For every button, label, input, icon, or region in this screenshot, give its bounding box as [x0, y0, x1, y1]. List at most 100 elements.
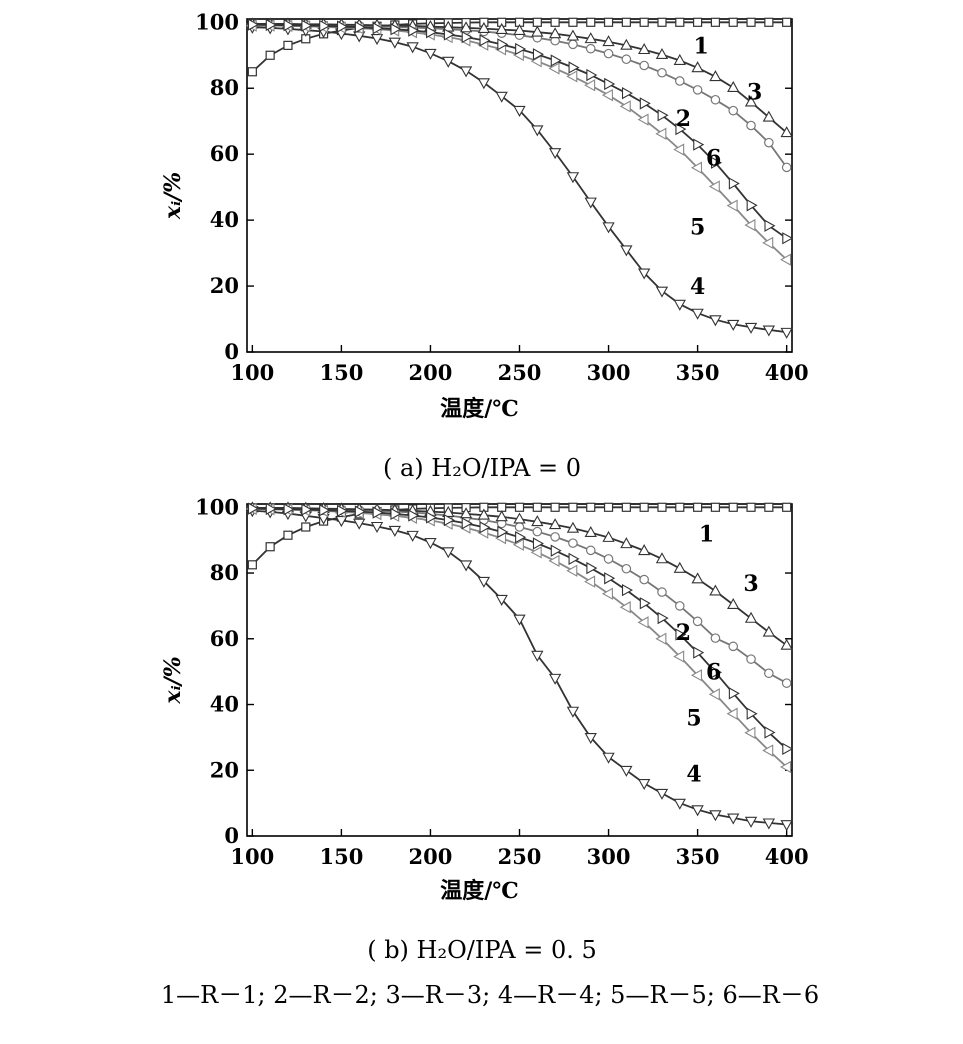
data-point-6 — [515, 531, 527, 544]
data-point-1 — [247, 560, 257, 570]
data-point-4 — [691, 308, 704, 320]
data-point-2 — [674, 76, 685, 86]
data-point-6 — [301, 503, 313, 516]
data-point-3 — [531, 515, 544, 527]
data-point-5 — [619, 601, 631, 614]
data-point-5 — [726, 707, 738, 720]
data-point-3 — [548, 518, 562, 530]
data-point-2 — [639, 574, 649, 585]
data-point-4 — [370, 521, 384, 533]
data-point-5 — [619, 100, 631, 113]
data-point-1 — [639, 17, 649, 27]
data-point-3 — [602, 35, 615, 47]
data-point-3 — [459, 507, 473, 519]
data-point-3 — [744, 95, 758, 107]
data-point-1 — [603, 17, 614, 27]
data-point-4 — [780, 820, 793, 832]
data-point-1 — [728, 17, 738, 27]
data-point-6 — [265, 18, 277, 32]
x-tick-label: 400 — [765, 360, 809, 385]
data-point-6 — [283, 503, 295, 516]
data-point-4 — [673, 798, 686, 810]
data-point-3 — [762, 110, 776, 122]
curve-label-5: 5 — [690, 215, 705, 241]
data-point-4 — [459, 560, 473, 572]
data-point-4 — [495, 594, 508, 606]
data-point-4 — [655, 788, 669, 800]
data-point-3 — [709, 584, 722, 596]
data-point-3 — [513, 512, 526, 524]
curve-label-5: 5 — [686, 706, 701, 732]
data-point-6 — [693, 138, 705, 151]
data-point-6 — [247, 502, 259, 515]
data-point-3 — [548, 27, 562, 39]
data-point-4 — [602, 222, 615, 234]
data-point-5 — [690, 161, 703, 174]
data-point-4 — [602, 752, 615, 764]
x-tick-label: 250 — [498, 844, 542, 869]
data-point-6 — [408, 24, 420, 37]
data-point-3 — [691, 61, 704, 73]
data-point-4 — [566, 172, 580, 184]
x-tick-label: 100 — [230, 360, 274, 385]
data-point-2 — [532, 526, 543, 537]
y-axis-label: xᵢ/% — [160, 656, 186, 704]
data-point-1 — [550, 17, 560, 27]
data-point-1 — [621, 502, 631, 512]
data-point-2 — [781, 678, 792, 688]
data-point-1 — [693, 17, 703, 27]
data-point-6 — [497, 38, 509, 51]
data-point-6 — [390, 507, 402, 521]
data-point-3 — [780, 638, 793, 650]
data-point-5 — [548, 554, 560, 568]
data-point-4 — [673, 299, 686, 311]
data-point-5 — [762, 744, 774, 757]
data-point-1 — [764, 17, 774, 27]
chart-a: 100 150 200 250 300 350 400 0 20 40 60 80 100 温度/℃ xᵢ/… — [160, 9, 809, 422]
y-tick-label: 60 — [210, 626, 239, 651]
data-point-6 — [515, 42, 527, 56]
data-point-2 — [514, 522, 525, 532]
series-line-5 — [252, 24, 788, 261]
data-point-4 — [495, 91, 508, 103]
data-point-1 — [497, 502, 507, 512]
data-point-4 — [780, 327, 793, 339]
data-point-6 — [336, 504, 349, 518]
data-point-2 — [710, 633, 721, 643]
data-point-3 — [655, 552, 669, 564]
data-point-5 — [584, 79, 596, 92]
data-point-6 — [301, 19, 313, 32]
data-point-6 — [426, 511, 438, 524]
data-point-5 — [584, 575, 596, 588]
data-point-4 — [513, 614, 526, 626]
data-point-5 — [637, 616, 649, 629]
curve-label-6: 6 — [706, 660, 721, 686]
data-point-1 — [764, 502, 774, 512]
data-point-1 — [586, 502, 596, 512]
data-point-4 — [620, 765, 633, 777]
data-point-4 — [709, 810, 722, 822]
data-point-6 — [728, 177, 740, 190]
data-point-6 — [604, 572, 616, 585]
series-5 — [245, 19, 792, 266]
data-point-2 — [657, 67, 667, 78]
data-point-4 — [388, 37, 401, 49]
data-point-6 — [639, 597, 651, 610]
data-point-6 — [443, 513, 455, 527]
data-point-3 — [762, 625, 776, 637]
data-point-3 — [638, 544, 651, 556]
data-point-6 — [354, 21, 366, 34]
data-point-3 — [709, 70, 722, 82]
data-point-4 — [709, 315, 722, 327]
data-point-2 — [568, 538, 578, 548]
data-point-5 — [512, 538, 524, 551]
data-point-6 — [728, 687, 740, 700]
y-tick-label: 60 — [210, 141, 239, 166]
data-point-4 — [531, 650, 544, 662]
data-point-5 — [690, 669, 703, 682]
data-point-1 — [657, 502, 667, 512]
data-point-5 — [530, 55, 542, 68]
data-point-4 — [638, 268, 651, 280]
data-point-6 — [746, 707, 758, 720]
